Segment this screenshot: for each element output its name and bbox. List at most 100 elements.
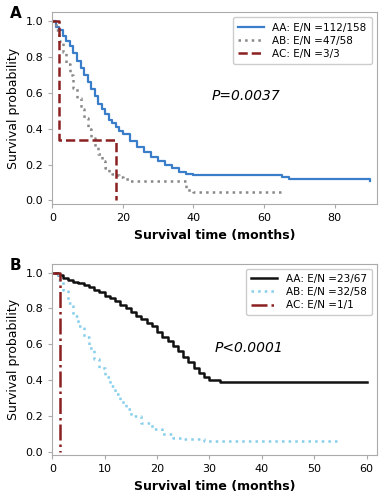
- AB: E/N =47/58: (20, 0.12): E/N =47/58: (20, 0.12): [121, 176, 125, 182]
- Legend: AA: E/N =23/67, AB: E/N =32/58, AC: E/N =1/1: AA: E/N =23/67, AB: E/N =32/58, AC: E/N …: [246, 269, 372, 316]
- AB: E/N =32/58: (15, 0.2): E/N =32/58: (15, 0.2): [129, 413, 133, 419]
- AB: E/N =32/58: (30, 0.06): E/N =32/58: (30, 0.06): [207, 438, 212, 444]
- AA: E/N =112/158: (65, 0.13): E/N =112/158: (65, 0.13): [280, 174, 284, 180]
- AA: E/N =23/67: (16, 0.76): E/N =23/67: (16, 0.76): [134, 312, 138, 318]
- AA: E/N =23/67: (29, 0.42): E/N =23/67: (29, 0.42): [202, 374, 207, 380]
- AB: E/N =32/58: (35, 0.06): E/N =32/58: (35, 0.06): [233, 438, 238, 444]
- AB: E/N =32/58: (25, 0.07): E/N =32/58: (25, 0.07): [181, 436, 185, 442]
- Y-axis label: Survival probability: Survival probability: [7, 299, 20, 420]
- AB: E/N =47/58: (26, 0.11): E/N =47/58: (26, 0.11): [142, 178, 146, 184]
- AB: E/N =32/58: (0, 1): E/N =32/58: (0, 1): [50, 270, 55, 276]
- AB: E/N =32/58: (13, 0.28): E/N =32/58: (13, 0.28): [118, 398, 122, 404]
- AA: E/N =112/158: (9, 0.7): E/N =112/158: (9, 0.7): [82, 72, 86, 78]
- AB: E/N =47/58: (5, 0.7): E/N =47/58: (5, 0.7): [68, 72, 72, 78]
- AA: E/N =112/158: (19, 0.39): E/N =112/158: (19, 0.39): [117, 128, 122, 134]
- AA: E/N =112/158: (40, 0.14): E/N =112/158: (40, 0.14): [191, 172, 196, 178]
- Line: AB: E/N =47/58: AB: E/N =47/58: [52, 21, 282, 192]
- AC: E/N =1/1: (1, 1): E/N =1/1: (1, 1): [55, 270, 60, 276]
- AB: E/N =47/58: (9, 0.46): E/N =47/58: (9, 0.46): [82, 115, 86, 121]
- AA: E/N =112/158: (22, 0.33): E/N =112/158: (22, 0.33): [127, 138, 132, 144]
- AA: E/N =112/158: (1, 0.97): E/N =112/158: (1, 0.97): [53, 24, 58, 30]
- AB: E/N =47/58: (2, 0.89): E/N =47/58: (2, 0.89): [57, 38, 62, 44]
- AB: E/N =32/58: (8, 0.52): E/N =32/58: (8, 0.52): [92, 356, 96, 362]
- AB: E/N =47/58: (34, 0.11): E/N =47/58: (34, 0.11): [170, 178, 175, 184]
- AB: E/N =47/58: (36, 0.11): E/N =47/58: (36, 0.11): [177, 178, 182, 184]
- Line: AB: E/N =32/58: AB: E/N =32/58: [52, 272, 340, 441]
- AA: E/N =23/67: (60, 0.39): E/N =23/67: (60, 0.39): [364, 379, 369, 385]
- AA: E/N =23/67: (12, 0.84): E/N =23/67: (12, 0.84): [113, 298, 118, 304]
- AA: E/N =112/158: (5, 0.86): E/N =112/158: (5, 0.86): [68, 44, 72, 50]
- AB: E/N =47/58: (18, 0.14): E/N =47/58: (18, 0.14): [114, 172, 118, 178]
- Text: P=0.0037: P=0.0037: [211, 90, 280, 104]
- AA: E/N =23/67: (2, 0.97): E/N =23/67: (2, 0.97): [60, 275, 65, 281]
- AA: E/N =23/67: (22, 0.62): E/N =23/67: (22, 0.62): [165, 338, 170, 344]
- AC: E/N =1/1: (1.5, 0): E/N =1/1: (1.5, 0): [58, 449, 63, 455]
- AB: E/N =32/58: (23, 0.08): E/N =32/58: (23, 0.08): [170, 434, 175, 440]
- AA: E/N =23/67: (7, 0.92): E/N =23/67: (7, 0.92): [87, 284, 91, 290]
- AB: E/N =47/58: (3, 0.83): E/N =47/58: (3, 0.83): [61, 48, 65, 54]
- AA: E/N =23/67: (26, 0.5): E/N =23/67: (26, 0.5): [186, 359, 191, 365]
- AA: E/N =23/67: (24, 0.56): E/N =23/67: (24, 0.56): [176, 348, 180, 354]
- AA: E/N =112/158: (28, 0.24): E/N =112/158: (28, 0.24): [149, 154, 154, 160]
- AA: E/N =112/158: (30, 0.22): E/N =112/158: (30, 0.22): [156, 158, 161, 164]
- AA: E/N =23/67: (1, 0.985): E/N =23/67: (1, 0.985): [55, 272, 60, 278]
- AA: E/N =23/67: (17, 0.74): E/N =23/67: (17, 0.74): [139, 316, 144, 322]
- AB: E/N =32/58: (12, 0.32): E/N =32/58: (12, 0.32): [113, 392, 118, 398]
- AB: E/N =32/58: (2, 0.9): E/N =32/58: (2, 0.9): [60, 288, 65, 294]
- AA: E/N =112/158: (16, 0.45): E/N =112/158: (16, 0.45): [106, 117, 111, 123]
- AB: E/N =32/58: (4, 0.76): E/N =32/58: (4, 0.76): [71, 312, 76, 318]
- AA: E/N =112/158: (24, 0.3): E/N =112/158: (24, 0.3): [135, 144, 139, 150]
- AA: E/N =112/158: (17, 0.43): E/N =112/158: (17, 0.43): [110, 120, 114, 126]
- AB: E/N =47/58: (30, 0.11): E/N =47/58: (30, 0.11): [156, 178, 161, 184]
- AA: E/N =23/67: (27, 0.47): E/N =23/67: (27, 0.47): [191, 364, 196, 370]
- AC: E/N =1/1: (0, 1): E/N =1/1: (0, 1): [50, 270, 55, 276]
- AB: E/N =47/58: (6, 0.63): E/N =47/58: (6, 0.63): [71, 84, 76, 90]
- AA: E/N =23/67: (20, 0.67): E/N =23/67: (20, 0.67): [155, 328, 159, 334]
- AA: E/N =23/67: (6, 0.93): E/N =23/67: (6, 0.93): [81, 282, 86, 288]
- AB: E/N =47/58: (14, 0.22): E/N =47/58: (14, 0.22): [99, 158, 104, 164]
- AA: E/N =23/67: (11, 0.86): E/N =23/67: (11, 0.86): [108, 294, 112, 300]
- AA: E/N =112/158: (4, 0.89): E/N =112/158: (4, 0.89): [64, 38, 69, 44]
- AB: E/N =32/58: (21, 0.1): E/N =32/58: (21, 0.1): [160, 431, 165, 437]
- AB: E/N =32/58: (50, 0.06): E/N =32/58: (50, 0.06): [312, 438, 316, 444]
- AA: E/N =23/67: (5, 0.94): E/N =23/67: (5, 0.94): [76, 280, 81, 286]
- X-axis label: Survival time (months): Survival time (months): [134, 480, 295, 493]
- AA: E/N =112/158: (13, 0.54): E/N =112/158: (13, 0.54): [96, 100, 101, 106]
- AA: E/N =23/67: (10, 0.87): E/N =23/67: (10, 0.87): [103, 293, 107, 299]
- AA: E/N =23/67: (35, 0.39): E/N =23/67: (35, 0.39): [233, 379, 238, 385]
- Line: AA: E/N =23/67: AA: E/N =23/67: [52, 272, 367, 382]
- AA: E/N =23/67: (30, 0.4): E/N =23/67: (30, 0.4): [207, 377, 212, 383]
- AA: E/N =23/67: (50, 0.39): E/N =23/67: (50, 0.39): [312, 379, 316, 385]
- AA: E/N =23/67: (0, 1): E/N =23/67: (0, 1): [50, 270, 55, 276]
- Legend: AA: E/N =112/158, AB: E/N =47/58, AC: E/N =3/3: AA: E/N =112/158, AB: E/N =47/58, AC: E/…: [233, 18, 372, 64]
- AA: E/N =23/67: (14, 0.8): E/N =23/67: (14, 0.8): [123, 306, 128, 312]
- Text: P<0.0001: P<0.0001: [215, 341, 283, 355]
- Text: A: A: [10, 6, 22, 22]
- Line: AA: E/N =112/158: AA: E/N =112/158: [52, 21, 370, 181]
- AB: E/N =47/58: (19, 0.13): E/N =47/58: (19, 0.13): [117, 174, 122, 180]
- AC: E/N =3/3: (17, 0.335): E/N =3/3: (17, 0.335): [110, 138, 114, 143]
- AA: E/N =23/67: (9, 0.89): E/N =23/67: (9, 0.89): [97, 290, 102, 296]
- AB: E/N =32/58: (11, 0.37): E/N =32/58: (11, 0.37): [108, 382, 112, 388]
- AB: E/N =32/58: (7, 0.58): E/N =32/58: (7, 0.58): [87, 345, 91, 351]
- AB: E/N =32/58: (6, 0.64): E/N =32/58: (6, 0.64): [81, 334, 86, 340]
- AA: E/N =112/158: (67, 0.12): E/N =112/158: (67, 0.12): [286, 176, 291, 182]
- AA: E/N =112/158: (44, 0.14): E/N =112/158: (44, 0.14): [205, 172, 210, 178]
- AB: E/N =32/58: (3, 0.83): E/N =32/58: (3, 0.83): [66, 300, 70, 306]
- Line: AC: E/N =3/3: AC: E/N =3/3: [52, 21, 116, 201]
- AA: E/N =23/67: (28, 0.44): E/N =23/67: (28, 0.44): [197, 370, 201, 376]
- AB: E/N =47/58: (16, 0.16): E/N =47/58: (16, 0.16): [106, 169, 111, 175]
- AA: E/N =112/158: (10, 0.66): E/N =112/158: (10, 0.66): [85, 79, 90, 85]
- AB: E/N =32/58: (40, 0.06): E/N =32/58: (40, 0.06): [260, 438, 264, 444]
- AB: E/N =47/58: (40, 0.05): E/N =47/58: (40, 0.05): [191, 188, 196, 194]
- AA: E/N =112/158: (34, 0.18): E/N =112/158: (34, 0.18): [170, 165, 175, 171]
- AA: E/N =112/158: (38, 0.15): E/N =112/158: (38, 0.15): [184, 170, 189, 176]
- AB: E/N =32/58: (19, 0.13): E/N =32/58: (19, 0.13): [149, 426, 154, 432]
- AA: E/N =112/158: (36, 0.16): E/N =112/158: (36, 0.16): [177, 169, 182, 175]
- AA: E/N =112/158: (3, 0.92): E/N =112/158: (3, 0.92): [61, 32, 65, 38]
- AB: E/N =47/58: (24, 0.11): E/N =47/58: (24, 0.11): [135, 178, 139, 184]
- Line: AC: E/N =1/1: AC: E/N =1/1: [52, 272, 60, 452]
- AB: E/N =32/58: (9, 0.47): E/N =32/58: (9, 0.47): [97, 364, 102, 370]
- Text: B: B: [10, 258, 22, 273]
- AB: E/N =47/58: (32, 0.11): E/N =47/58: (32, 0.11): [163, 178, 167, 184]
